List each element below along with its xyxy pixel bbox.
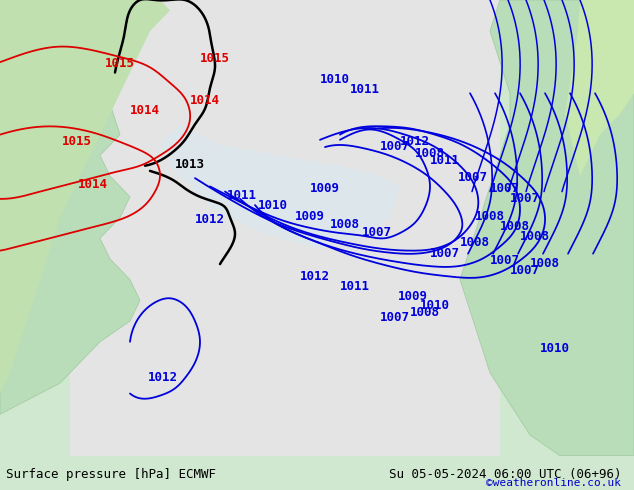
Text: 1011: 1011 bbox=[350, 83, 380, 96]
Polygon shape bbox=[565, 0, 634, 176]
Text: 1007: 1007 bbox=[380, 311, 410, 324]
Text: 1007: 1007 bbox=[490, 182, 520, 195]
Text: 1012: 1012 bbox=[195, 213, 225, 226]
Text: 1007: 1007 bbox=[458, 171, 488, 184]
Text: 1015: 1015 bbox=[200, 52, 230, 65]
Polygon shape bbox=[0, 0, 170, 393]
Text: 1007: 1007 bbox=[380, 140, 410, 153]
Polygon shape bbox=[160, 124, 400, 248]
Text: 1009: 1009 bbox=[310, 182, 340, 195]
Text: 1007: 1007 bbox=[362, 226, 392, 239]
Text: 1014: 1014 bbox=[78, 178, 108, 192]
Text: 1012: 1012 bbox=[148, 371, 178, 384]
Text: 1012: 1012 bbox=[300, 270, 330, 283]
Text: 1015: 1015 bbox=[105, 57, 135, 71]
Text: 1008: 1008 bbox=[410, 306, 440, 319]
Text: 1010: 1010 bbox=[320, 73, 350, 86]
Polygon shape bbox=[70, 0, 500, 456]
Text: 1008: 1008 bbox=[530, 257, 560, 270]
Text: 1007: 1007 bbox=[430, 247, 460, 260]
Text: 1008: 1008 bbox=[460, 237, 490, 249]
Text: 1012: 1012 bbox=[400, 135, 430, 148]
Text: Su 05-05-2024 06:00 UTC (06+96): Su 05-05-2024 06:00 UTC (06+96) bbox=[389, 467, 621, 481]
Text: ©weatheronline.co.uk: ©weatheronline.co.uk bbox=[486, 478, 621, 488]
Polygon shape bbox=[460, 0, 634, 456]
Text: 1010: 1010 bbox=[258, 199, 288, 212]
Polygon shape bbox=[0, 0, 140, 414]
Text: 1008: 1008 bbox=[330, 218, 360, 231]
Text: 1007: 1007 bbox=[510, 265, 540, 277]
Text: 1011: 1011 bbox=[340, 280, 370, 293]
Text: 1010: 1010 bbox=[540, 342, 570, 355]
Text: 1011: 1011 bbox=[227, 189, 257, 202]
Text: 1007: 1007 bbox=[510, 192, 540, 205]
Text: 1008: 1008 bbox=[475, 210, 505, 222]
Text: 1009: 1009 bbox=[398, 291, 428, 303]
Text: 1008: 1008 bbox=[520, 230, 550, 243]
Text: 1014: 1014 bbox=[190, 94, 220, 106]
Text: Surface pressure [hPa] ECMWF: Surface pressure [hPa] ECMWF bbox=[6, 467, 216, 481]
Text: 1008: 1008 bbox=[500, 220, 530, 233]
Text: 1013: 1013 bbox=[175, 158, 205, 171]
Text: 1011: 1011 bbox=[430, 154, 460, 167]
Text: 1010: 1010 bbox=[420, 298, 450, 312]
Text: 1008: 1008 bbox=[415, 147, 445, 160]
Text: 1007: 1007 bbox=[490, 254, 520, 267]
Text: 1015: 1015 bbox=[62, 135, 92, 148]
Text: 1009: 1009 bbox=[295, 210, 325, 222]
Text: 1014: 1014 bbox=[130, 104, 160, 117]
